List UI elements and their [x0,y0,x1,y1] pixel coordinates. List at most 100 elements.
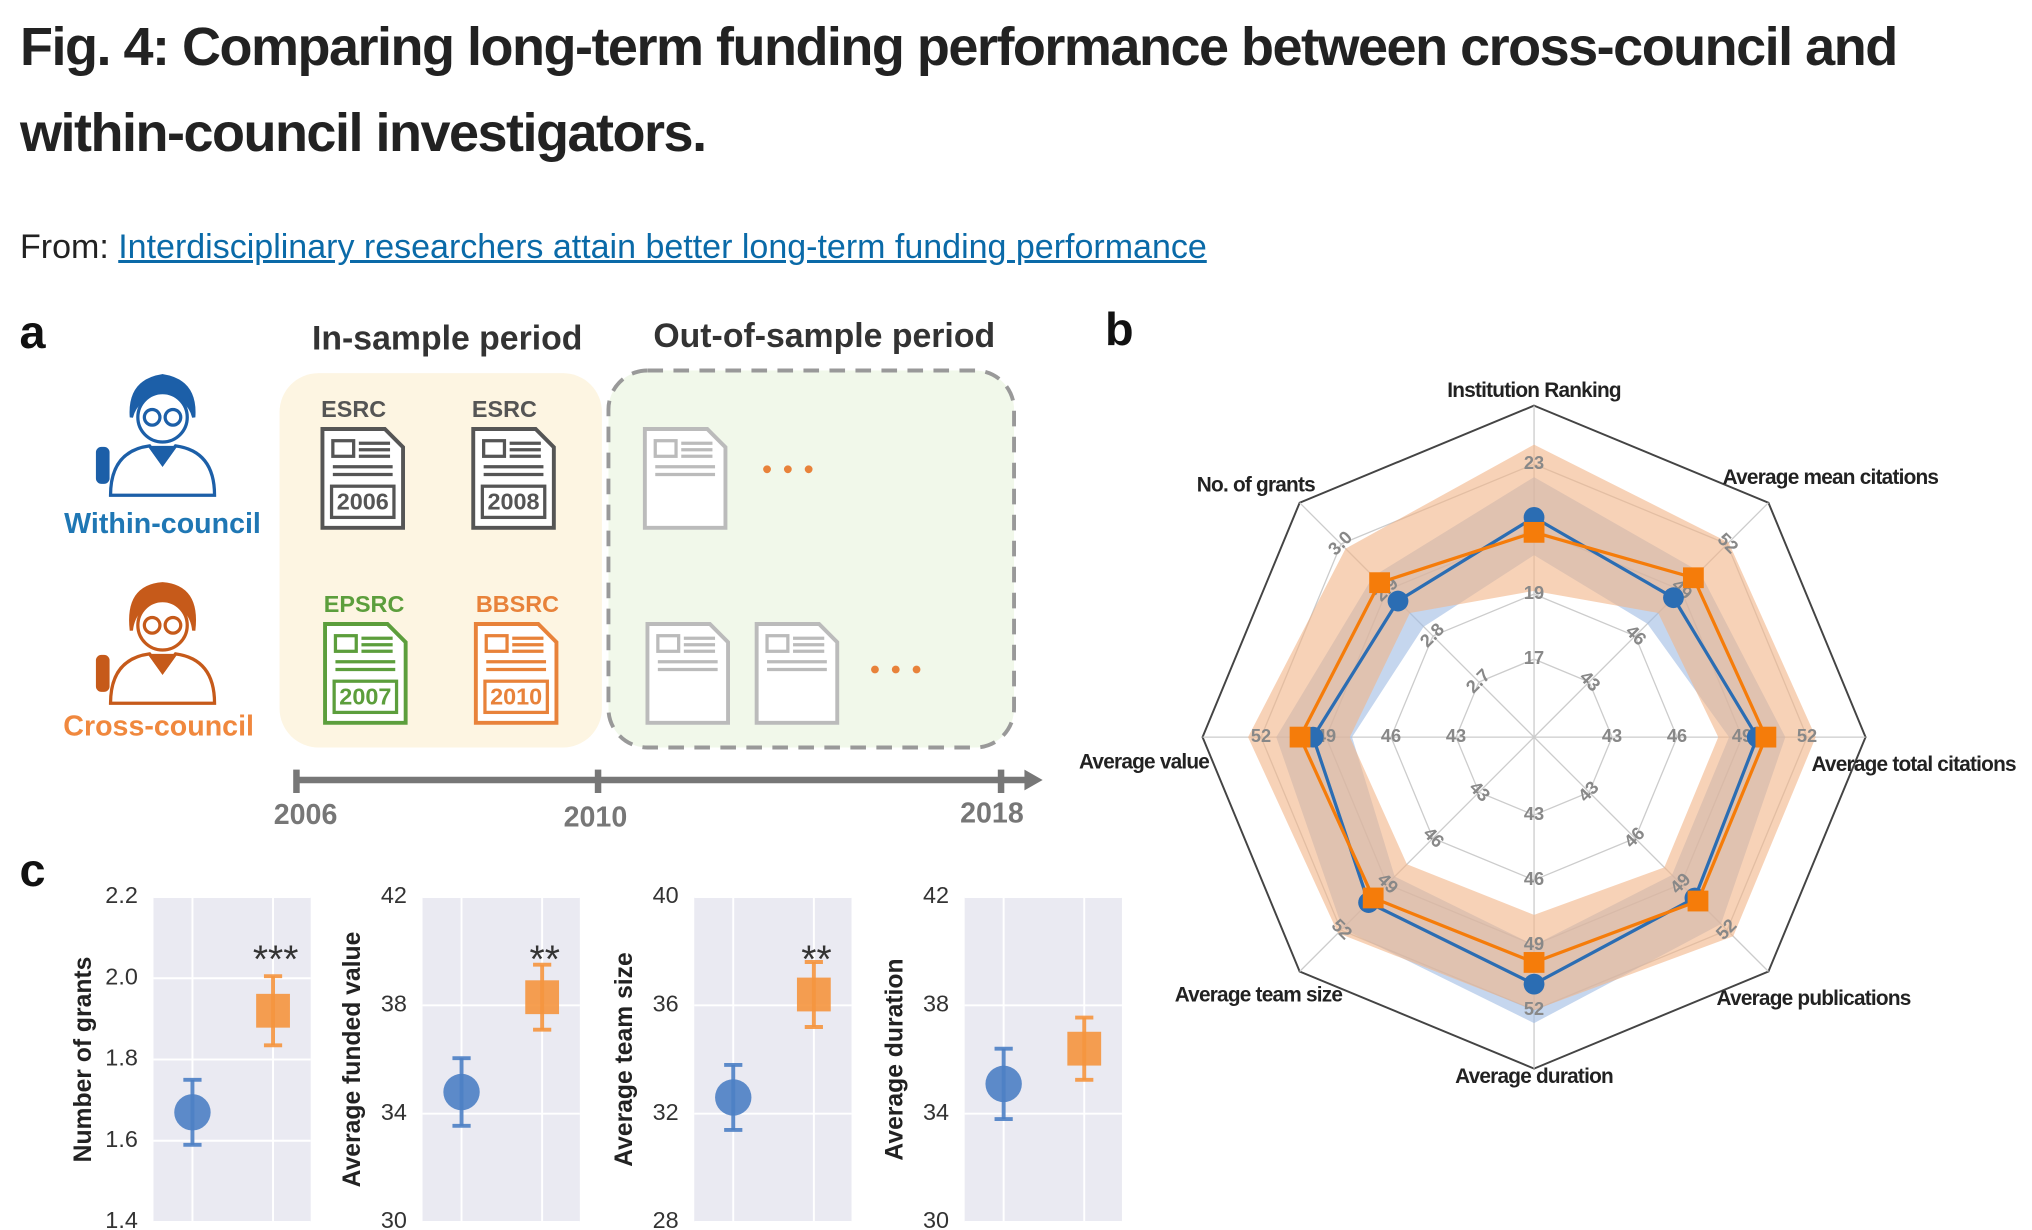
panel-label: c [20,844,46,896]
radial-tick-label: 52 [1524,999,1544,1019]
within-icon [95,374,217,497]
doc-council: ESRC [472,396,537,422]
document [320,427,405,530]
y-tick-label: 34 [923,1099,949,1125]
marker [443,1073,480,1111]
doc-figure [482,439,507,458]
ellipsis [763,465,921,674]
out-sample-title: Out-of-sample period [653,317,995,355]
doc-figure [484,634,509,653]
marker [715,1079,752,1116]
marker [1523,952,1545,973]
significance: ** [530,938,560,981]
y-tick-label: 28 [653,1207,679,1230]
cross-label: Cross-council [63,711,254,743]
marker [1289,726,1311,748]
axis-name: Average value [1079,751,1209,774]
radial-tick-label: 43 [1524,804,1544,824]
marker [174,1094,211,1131]
title: Fig. 4: Comparing long-term funding perf… [20,17,1898,163]
y-tick-label: 1.6 [105,1126,138,1152]
radial-tick-label: 49 [1732,726,1752,746]
doc-council: BBSRC [476,591,559,617]
panel-label: b [1105,303,1134,355]
y-axis-label: Number of grants [70,957,97,1163]
axis-name: Average team size [1175,983,1343,1006]
radial-tick-label: 43 [1446,726,1466,746]
radial-tick-label: 19 [1524,583,1544,603]
radial-tick-label: 46 [1524,869,1544,889]
y-tick-label: 30 [381,1207,407,1230]
radial-tick-label: 23 [1524,453,1544,473]
document [473,622,559,725]
axis-name: Average total citations [1811,753,2016,776]
marker [1387,590,1409,612]
y-tick-label: 1.4 [105,1207,138,1230]
doc-figure [333,634,358,653]
radial-tick-label: 52 [1251,726,1271,746]
document [645,622,730,725]
doc-year: 2007 [339,683,391,709]
within-label: Within-council [64,508,261,540]
radar-frame [1201,404,1867,1070]
marker [796,977,831,1012]
doc-year-box [332,679,399,715]
doc-figure [656,634,681,653]
y-tick-label: 32 [653,1099,679,1125]
panel-label: a [20,306,47,358]
axis-name: Average mean citations [1723,466,1939,489]
y-tick-label: 38 [381,991,407,1017]
y-axis-label: Average team size [611,952,638,1167]
doc-figure [765,634,790,653]
axis-name: No. of grants [1197,474,1315,497]
marker [1687,890,1709,912]
timeline-label: 2006 [274,799,338,831]
radial-tick-label: 52 [1797,726,1817,746]
doc-figure [653,439,678,458]
y-tick-label: 2.0 [105,963,138,989]
marker [1523,521,1545,543]
y-tick-label: 36 [653,991,679,1017]
y-tick-label: 42 [923,882,949,908]
cross-icon [95,582,217,705]
marker [1682,567,1704,589]
source-link[interactable]: Interdisciplinary researchers attain bet… [118,228,1207,266]
plot-background [694,897,852,1223]
marker [1663,587,1684,609]
y-tick-label: 40 [653,882,679,908]
document [323,622,408,725]
marker [1067,1031,1102,1066]
radial-tick-label: 46 [1381,726,1401,746]
y-tick-label: 30 [923,1207,949,1230]
y-axis-label: Average duration [881,958,908,1160]
doc-year: 2010 [490,683,542,709]
marker [1755,726,1777,748]
doc-year-box [483,679,549,715]
from-label: From: [20,228,109,266]
marker [985,1065,1022,1103]
source: From: Interdisciplinary researchers atta… [20,228,1207,267]
doc-council: ESRC [321,396,386,422]
y-tick-label: 2.2 [105,882,138,908]
y-tick-label: 42 [381,882,407,908]
header: Fig. 4: Comparing long-term funding perf… [20,4,1990,266]
y-axis-label: Average funded value [339,932,366,1188]
axis-name: Institution Ranking [1447,379,1621,402]
document [471,427,556,530]
significance: ** [801,938,831,981]
radial-tick-label: 46 [1667,726,1687,746]
y-tick-label: 34 [381,1099,407,1125]
axis-name: Average duration [1455,1065,1613,1088]
radial-tick-label: 49 [1524,934,1544,954]
doc-year: 2006 [337,488,389,514]
marker [1369,572,1391,594]
radial-tick-label: 43 [1602,726,1622,746]
timeline-arrow [1024,769,1043,791]
document [642,427,728,530]
axis-name: Average publications [1717,987,1911,1010]
doc-year-box [480,484,547,520]
marker [525,980,560,1015]
doc-figure [331,439,356,458]
doc-council: EPSRC [324,591,405,617]
